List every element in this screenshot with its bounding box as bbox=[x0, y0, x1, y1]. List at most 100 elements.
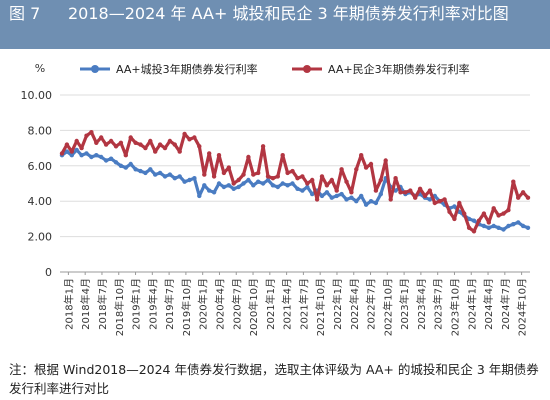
data-point bbox=[103, 142, 109, 147]
chart-area: % 0 2.00 4.00 6.00 8.00 10.00 2018年1月 2018年4月 201… bbox=[0, 50, 550, 355]
legend-marker bbox=[91, 65, 99, 73]
data-point bbox=[319, 193, 325, 199]
data-point bbox=[148, 167, 153, 172]
data-point bbox=[349, 195, 354, 200]
data-point bbox=[300, 188, 305, 193]
data-point bbox=[211, 174, 217, 179]
data-point bbox=[251, 183, 256, 188]
data-point bbox=[256, 179, 261, 184]
legend-item-minqi: AA+民企3年期债券发行利率 bbox=[328, 62, 470, 76]
data-point bbox=[64, 142, 70, 147]
data-point bbox=[280, 153, 285, 158]
data-point bbox=[64, 149, 70, 154]
x-tick-label: 2023年4月 bbox=[415, 278, 428, 330]
data-point bbox=[133, 167, 138, 172]
x-tick-label: 2024年7月 bbox=[499, 278, 512, 330]
data-point bbox=[354, 199, 359, 204]
data-point bbox=[471, 218, 477, 223]
y-tick-label: 2.00 bbox=[28, 231, 53, 244]
data-point bbox=[162, 174, 168, 179]
data-point bbox=[363, 165, 369, 170]
data-point bbox=[305, 184, 310, 190]
data-point bbox=[226, 183, 231, 188]
data-point bbox=[172, 142, 177, 147]
data-point bbox=[241, 181, 246, 186]
data-point bbox=[133, 140, 138, 145]
data-point bbox=[413, 195, 418, 200]
legend-marker bbox=[303, 65, 311, 73]
x-tick-label: 2024年10月 bbox=[516, 278, 529, 336]
data-point bbox=[221, 170, 227, 176]
data-point bbox=[113, 144, 119, 149]
data-point bbox=[148, 138, 153, 144]
data-point bbox=[447, 209, 452, 214]
data-point bbox=[481, 211, 487, 216]
data-point bbox=[344, 179, 349, 184]
data-point bbox=[525, 195, 531, 200]
data-point bbox=[339, 167, 344, 172]
x-tick-label: 2021年1月 bbox=[264, 278, 277, 330]
data-point bbox=[491, 206, 496, 211]
data-point bbox=[295, 176, 300, 181]
data-point bbox=[123, 153, 128, 158]
data-point bbox=[167, 138, 173, 144]
x-tick-label: 2023年7月 bbox=[432, 278, 445, 330]
data-point bbox=[520, 223, 526, 229]
data-point bbox=[192, 135, 197, 140]
data-point bbox=[260, 144, 266, 149]
data-point bbox=[94, 153, 99, 158]
data-point bbox=[123, 165, 128, 170]
data-point bbox=[290, 168, 295, 174]
data-point bbox=[511, 222, 516, 227]
x-tick-label: 2018年7月 bbox=[96, 278, 109, 330]
y-tick-label: 8.00 bbox=[28, 124, 53, 137]
data-point bbox=[265, 177, 271, 183]
data-point bbox=[329, 195, 334, 200]
data-point bbox=[368, 199, 374, 204]
data-point bbox=[84, 133, 89, 138]
data-point bbox=[310, 191, 315, 197]
x-tick-label: 2020年7月 bbox=[230, 278, 243, 330]
data-point bbox=[476, 218, 482, 223]
data-point bbox=[300, 174, 305, 179]
data-point bbox=[177, 149, 182, 154]
data-point bbox=[94, 140, 99, 145]
data-point bbox=[99, 154, 104, 160]
data-point bbox=[275, 174, 280, 179]
data-point bbox=[153, 172, 158, 177]
data-point bbox=[59, 151, 65, 156]
data-point bbox=[270, 183, 276, 188]
y-tick-label: 10.00 bbox=[21, 89, 53, 102]
data-point bbox=[74, 138, 79, 144]
data-point bbox=[241, 172, 246, 177]
data-point bbox=[207, 188, 212, 193]
data-point bbox=[511, 179, 516, 184]
data-point bbox=[216, 153, 222, 158]
x-tick-label: 2023年1月 bbox=[398, 278, 411, 330]
data-point bbox=[363, 202, 369, 207]
data-point bbox=[182, 131, 187, 137]
data-point bbox=[138, 142, 143, 147]
data-point bbox=[216, 181, 222, 186]
data-point bbox=[251, 172, 256, 177]
y-tick-label: 4.00 bbox=[28, 195, 53, 208]
x-tick-label: 2020年10月 bbox=[247, 278, 260, 336]
data-point bbox=[496, 225, 501, 230]
data-point bbox=[305, 181, 310, 186]
data-point bbox=[202, 172, 207, 177]
x-tick-label: 2024年1月 bbox=[465, 278, 478, 330]
data-point bbox=[187, 137, 192, 142]
data-point bbox=[108, 138, 114, 144]
data-point bbox=[496, 213, 501, 218]
data-point bbox=[172, 176, 177, 181]
data-point bbox=[525, 225, 531, 230]
data-point bbox=[84, 151, 89, 156]
data-point bbox=[113, 160, 119, 165]
data-point bbox=[349, 190, 354, 195]
x-tick-label: 2019年1月 bbox=[130, 278, 143, 330]
data-point bbox=[99, 135, 104, 140]
data-point bbox=[310, 177, 315, 183]
y-axis-unit: % bbox=[35, 62, 45, 75]
data-point bbox=[462, 211, 467, 216]
